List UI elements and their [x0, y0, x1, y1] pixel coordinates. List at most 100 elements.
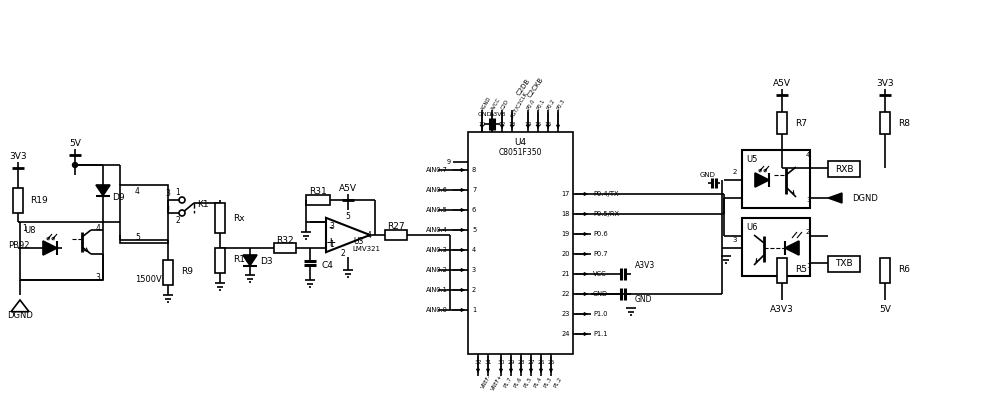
- Text: D9: D9: [112, 192, 125, 202]
- Polygon shape: [755, 173, 769, 187]
- Text: C2D: C2D: [500, 98, 510, 110]
- Text: P0.2: P0.2: [546, 98, 556, 110]
- Text: P0.0: P0.0: [526, 98, 536, 110]
- Text: 3: 3: [806, 197, 810, 203]
- Polygon shape: [785, 241, 799, 255]
- Text: A5V: A5V: [339, 183, 357, 192]
- Bar: [880, 112, 890, 134]
- Text: R31: R31: [309, 187, 327, 196]
- Text: 5: 5: [135, 232, 140, 242]
- Text: 26: 26: [537, 360, 545, 364]
- Text: 24: 24: [562, 331, 570, 337]
- Text: A3V3: A3V3: [770, 305, 794, 314]
- Bar: [742, 218, 810, 276]
- Text: 1: 1: [806, 263, 810, 269]
- Text: P0.4/TX: P0.4/TX: [593, 191, 618, 197]
- Text: P1.6: P1.6: [513, 376, 523, 388]
- Text: TXB: TXB: [835, 259, 853, 268]
- Text: 2: 2: [341, 249, 345, 259]
- Text: P1.4: P1.4: [533, 376, 543, 388]
- Text: RST/C2CLK: RST/C2CLK: [510, 90, 529, 118]
- Text: D3: D3: [260, 257, 273, 267]
- Text: P0.3: P0.3: [556, 98, 566, 110]
- Text: RXB: RXB: [835, 164, 853, 173]
- Text: K1: K1: [197, 200, 209, 209]
- Text: P1.3: P1.3: [543, 376, 553, 388]
- Text: A3V3: A3V3: [490, 112, 507, 116]
- Text: R6: R6: [898, 265, 910, 274]
- Text: P1.2: P1.2: [553, 376, 563, 388]
- Polygon shape: [326, 218, 370, 252]
- Text: 5: 5: [346, 211, 350, 221]
- Bar: [777, 112, 787, 134]
- Circle shape: [72, 162, 78, 168]
- Text: 1: 1: [329, 240, 334, 249]
- Text: 5: 5: [472, 227, 476, 233]
- Text: GND: GND: [699, 172, 715, 178]
- Text: R32: R32: [276, 236, 294, 244]
- Text: P1.5: P1.5: [523, 376, 533, 388]
- Text: 4: 4: [472, 247, 476, 253]
- Text: 2: 2: [176, 215, 180, 225]
- Text: 28: 28: [517, 360, 525, 364]
- Text: 17: 17: [562, 191, 570, 197]
- Text: AVCC: AVCC: [490, 97, 501, 111]
- Text: 1: 1: [176, 187, 180, 196]
- Text: 31: 31: [484, 360, 492, 364]
- Circle shape: [179, 197, 185, 203]
- Text: GND: GND: [635, 295, 652, 303]
- Text: R9: R9: [181, 268, 193, 276]
- Text: 29: 29: [507, 360, 515, 364]
- Text: 8: 8: [472, 167, 476, 173]
- Text: 5V: 5V: [879, 305, 891, 314]
- Text: U6: U6: [746, 223, 758, 232]
- Circle shape: [179, 210, 185, 216]
- Text: 2: 2: [806, 229, 810, 235]
- Text: AIN0.1: AIN0.1: [426, 287, 448, 293]
- Text: DGND: DGND: [852, 194, 878, 202]
- Bar: [828, 256, 860, 272]
- Bar: [120, 185, 168, 243]
- Polygon shape: [96, 185, 110, 196]
- Text: AIN0.6: AIN0.6: [426, 187, 448, 193]
- Text: 27: 27: [527, 360, 535, 364]
- Polygon shape: [243, 255, 257, 265]
- Text: P0.7: P0.7: [593, 251, 608, 257]
- Text: 2: 2: [472, 287, 476, 293]
- Text: 14: 14: [524, 122, 532, 126]
- Text: 4: 4: [806, 152, 810, 158]
- Text: P1.1: P1.1: [593, 331, 607, 337]
- Text: U3: U3: [353, 236, 363, 246]
- Text: 3: 3: [95, 273, 100, 282]
- Bar: [306, 195, 330, 205]
- Text: GND: GND: [478, 112, 492, 116]
- Text: C8051F350: C8051F350: [498, 147, 542, 156]
- Text: 30: 30: [497, 360, 505, 364]
- Text: C2DB: C2DB: [515, 78, 531, 97]
- Text: P0.6: P0.6: [593, 231, 608, 237]
- Bar: [385, 230, 407, 240]
- Text: 3: 3: [165, 188, 170, 198]
- Bar: [20, 222, 103, 280]
- Text: VCC: VCC: [593, 271, 607, 277]
- Text: 11: 11: [488, 122, 496, 126]
- Text: 6: 6: [472, 207, 476, 213]
- Text: VREF+: VREF+: [490, 373, 503, 391]
- Text: R8: R8: [898, 118, 910, 128]
- Bar: [828, 161, 860, 177]
- Text: 1500V: 1500V: [135, 276, 162, 284]
- Text: P0.1: P0.1: [536, 98, 546, 110]
- Bar: [215, 203, 225, 233]
- Text: AIN0.3: AIN0.3: [426, 247, 448, 253]
- Text: C4: C4: [322, 261, 334, 270]
- Text: PB92: PB92: [8, 240, 30, 249]
- Text: AGND: AGND: [480, 96, 492, 112]
- Text: 1: 1: [22, 224, 27, 233]
- Text: 13: 13: [508, 122, 516, 126]
- Text: R5: R5: [795, 265, 807, 274]
- Text: +: +: [326, 236, 336, 249]
- Text: 18: 18: [562, 211, 570, 217]
- Text: 22: 22: [562, 291, 570, 297]
- Text: GND: GND: [593, 291, 608, 297]
- Bar: [468, 132, 573, 354]
